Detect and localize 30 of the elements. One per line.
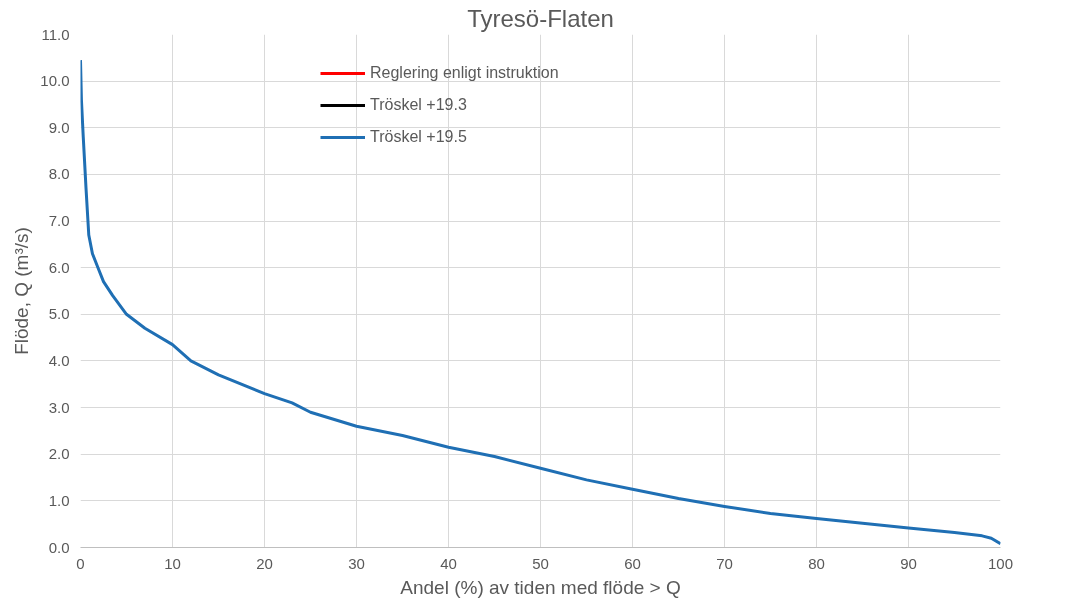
y-tick-label: 6.0: [48, 258, 70, 276]
x-tick-label: 30: [348, 554, 365, 572]
x-tick-label: 10: [164, 554, 181, 572]
y-tick-label: 11.0: [41, 25, 70, 43]
x-tick-label: 80: [808, 554, 825, 572]
legend-label: Reglering enligt instruktion: [370, 64, 559, 82]
y-tick-label: 2.0: [48, 445, 70, 463]
y-tick-label: 7.0: [48, 212, 70, 230]
y-tick-label: 8.0: [48, 165, 70, 183]
y-tick-label: 10.0: [40, 72, 70, 90]
x-tick-label: 100: [987, 554, 1014, 572]
y-tick-label: 0.0: [48, 538, 70, 556]
y-tick-label: 5.0: [48, 305, 70, 323]
legend-label: Tröskel +19.5: [370, 128, 467, 146]
x-tick-label: 50: [532, 554, 549, 572]
x-tick-label: 40: [440, 554, 457, 572]
y-tick-label: 4.0: [48, 351, 70, 369]
x-tick-label: 60: [624, 554, 641, 572]
chart-title: Tyresö-Flaten: [467, 5, 614, 32]
y-tick-label: 1.0: [48, 491, 70, 509]
line-series: [80, 58, 1001, 546]
x-tick-label: 0: [76, 554, 85, 572]
legend-label: Tröskel +19.3: [370, 96, 467, 114]
x-axis-title: Andel (%) av tiden med flöde > Q: [400, 576, 681, 598]
x-tick-label: 90: [900, 554, 917, 572]
y-tick-label: 9.0: [48, 118, 70, 136]
y-axis-title: Flöde, Q (m³/s): [11, 227, 33, 355]
y-tick-label: 3.0: [48, 398, 70, 416]
x-tick-label: 70: [716, 554, 733, 572]
x-tick-label: 20: [256, 554, 273, 572]
